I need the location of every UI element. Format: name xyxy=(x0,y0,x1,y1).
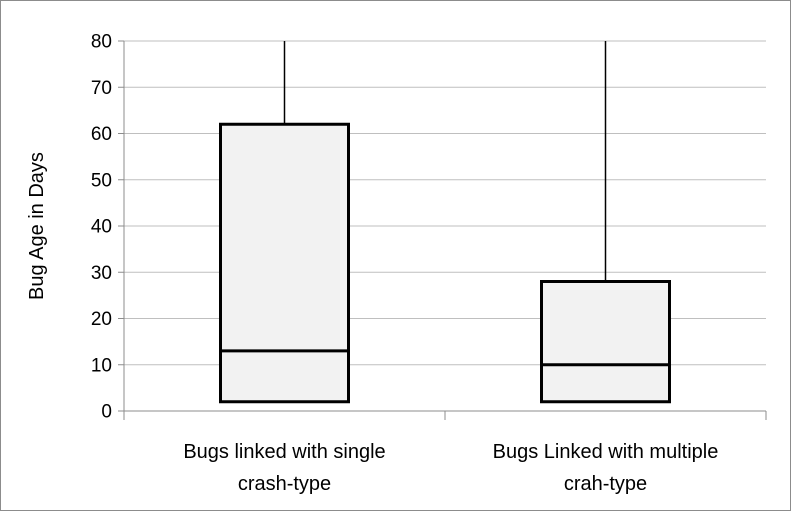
x-category-label: Bugs Linked with multiple crah-type xyxy=(493,441,719,495)
y-tick-label: 0 xyxy=(101,402,112,423)
y-tick-label: 30 xyxy=(91,263,112,284)
y-tick-label: 40 xyxy=(91,217,112,238)
x-category-label: Bugs linked with single crash-type xyxy=(183,441,385,495)
y-tick-label: 70 xyxy=(91,78,112,99)
y-tick-label: 60 xyxy=(91,124,112,145)
x-category-label-line: Bugs linked with single xyxy=(183,441,385,463)
labels: 0 10 20 30 40 50 60 70 80 Bugs linked with single… xyxy=(91,32,718,496)
box-2 xyxy=(540,280,671,404)
y-tick-label: 50 xyxy=(91,170,112,191)
y-tick-label: 20 xyxy=(91,309,112,330)
y-tick-label: 10 xyxy=(91,355,112,376)
x-category-label-line: crah-type xyxy=(564,473,647,495)
box-1 xyxy=(219,122,350,404)
y-tick-label: 80 xyxy=(91,32,112,53)
axes xyxy=(118,40,767,420)
x-category-label-line: crash-type xyxy=(238,473,331,495)
y-axis-title: Bug Age in Days xyxy=(26,152,48,300)
boxes xyxy=(219,41,671,404)
x-category-label-line: Bugs Linked with multiple xyxy=(493,441,719,463)
